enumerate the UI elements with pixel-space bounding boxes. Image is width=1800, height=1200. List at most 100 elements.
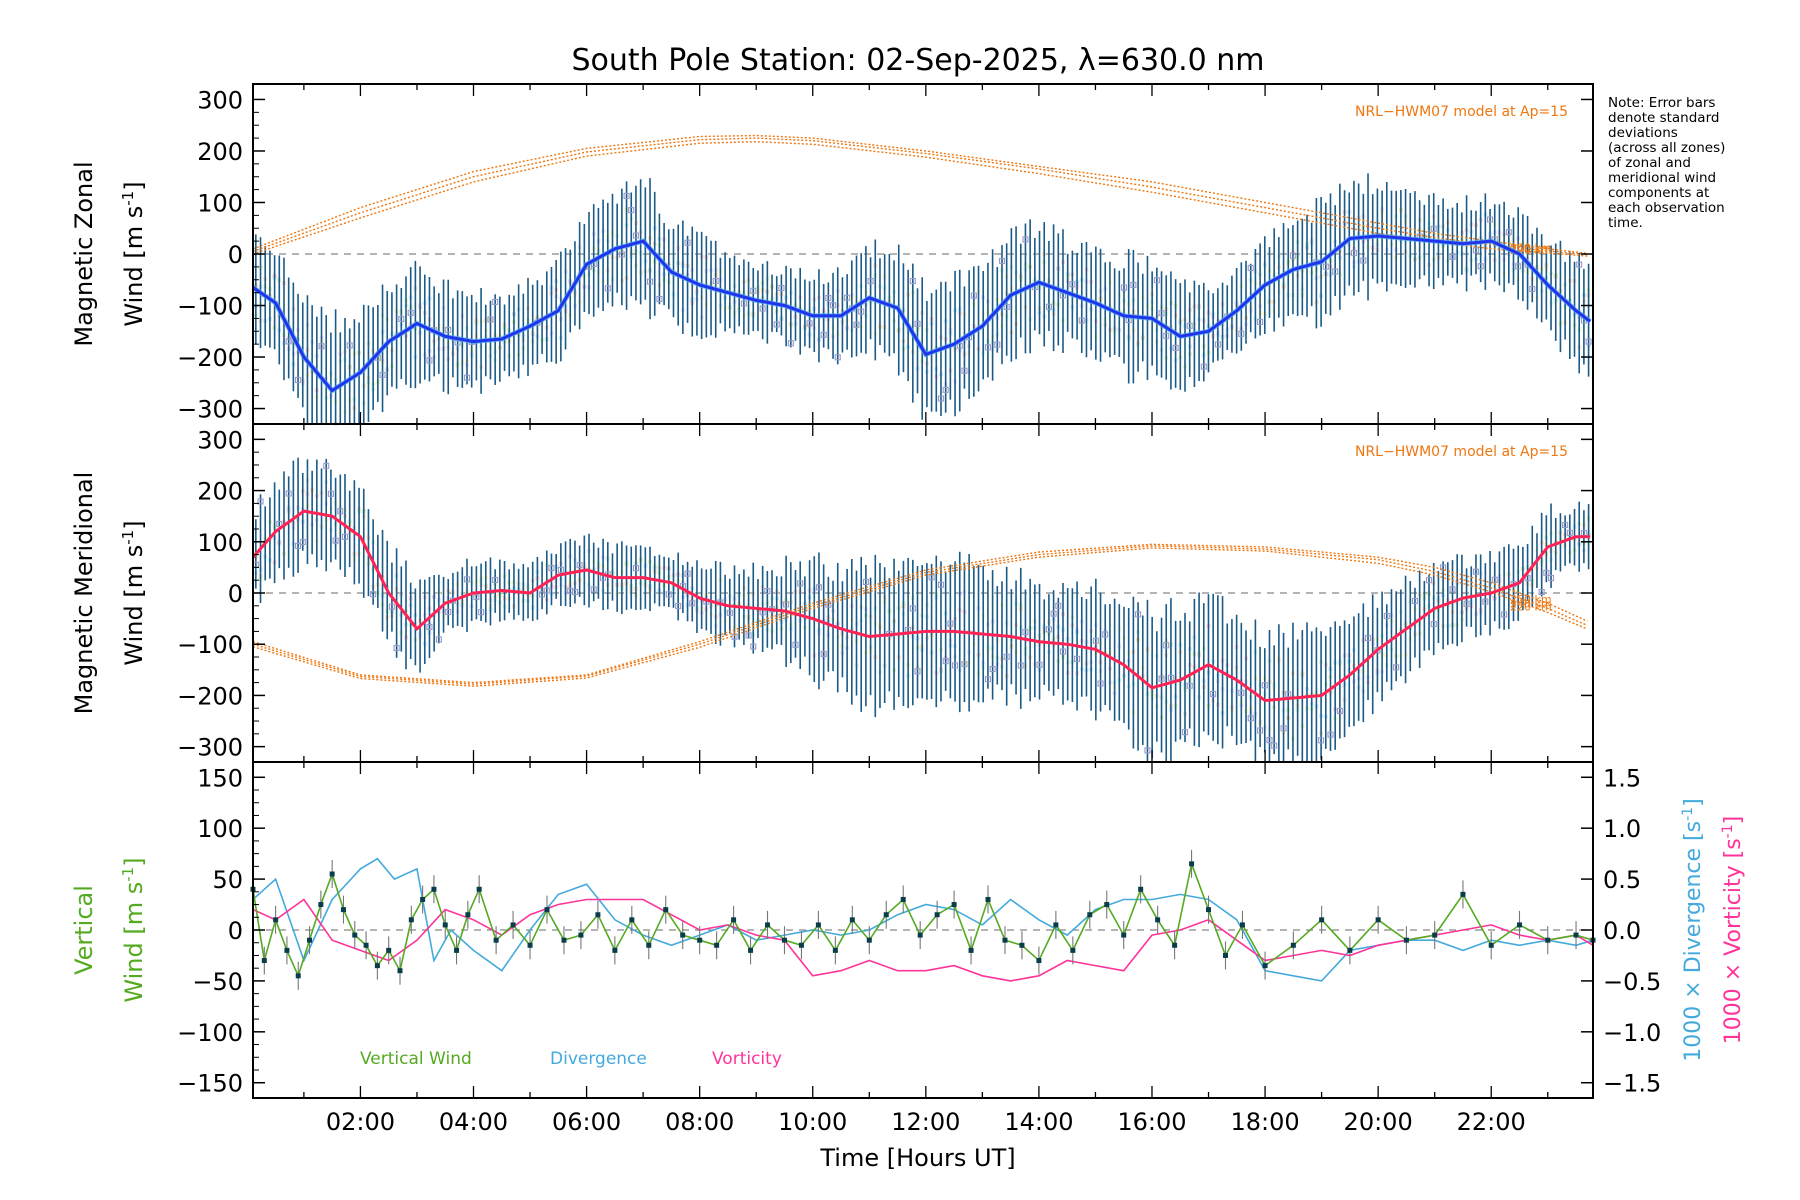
right-y-tick-label: 1.0 <box>1603 815 1641 843</box>
vertical-wind-point <box>1155 917 1161 923</box>
scatter-point <box>1045 303 1052 310</box>
scatter-point <box>370 591 377 598</box>
scatter-point <box>257 498 264 505</box>
scatter-point <box>1163 642 1170 649</box>
scatter-point <box>867 277 874 285</box>
scatter-point <box>1247 715 1254 722</box>
x-tick-label: 06:00 <box>552 1108 621 1136</box>
x-tick-label: 10:00 <box>778 1108 847 1136</box>
x-tick-label: 20:00 <box>1344 1108 1413 1136</box>
scatter-point <box>576 562 583 569</box>
vertical-wind-point <box>307 937 313 943</box>
scatter-point <box>463 576 471 583</box>
vertical-wind-point <box>261 958 267 964</box>
vertical-wind-point <box>420 896 426 902</box>
scatter-point <box>327 490 334 497</box>
vertical-wind-point <box>431 886 437 892</box>
scatter-point <box>1078 317 1085 324</box>
legend-item: Vertical Wind <box>360 1049 472 1069</box>
error-bars <box>252 457 1591 762</box>
scatter-point <box>1350 250 1357 257</box>
vertical-wind-point <box>1121 932 1127 938</box>
scatter-point <box>1280 725 1287 732</box>
note-box: Note: Error bars denote standard deviati… <box>1608 96 1798 231</box>
vertical-wind-point <box>1573 932 1579 938</box>
y-tick-label: 200 <box>197 478 243 506</box>
scatter-point <box>426 357 433 364</box>
scatter-point <box>1383 613 1390 620</box>
scatter-point <box>1327 731 1334 738</box>
scatter-point <box>914 320 921 327</box>
vertical-wind-point <box>397 968 403 974</box>
vertical-wind-point <box>663 907 669 913</box>
vertical-wind-point <box>527 942 533 948</box>
scatter-point <box>989 666 996 673</box>
chart-title: South Pole Station: 02-Sep-2025, λ=630.0… <box>571 43 1264 78</box>
scatter-point <box>492 298 499 305</box>
vertical-wind-point <box>765 922 771 928</box>
vertical-wind-point <box>900 896 906 902</box>
meridional-mean-line <box>251 509 1591 703</box>
note-line: denote standard <box>1608 110 1720 126</box>
right-y-tick-label: −0.5 <box>1603 968 1661 996</box>
scatter-point <box>726 609 733 616</box>
scatter-point <box>1144 747 1151 754</box>
y-tick-label: −100 <box>177 293 243 321</box>
scatter-point <box>1055 602 1062 609</box>
vertical-wind-point <box>1070 947 1076 953</box>
vertical-wind-point <box>465 912 471 918</box>
scatter-point <box>970 292 977 299</box>
model-label: NRL−HWM07 model at Ap=15 <box>1355 444 1568 460</box>
scatter-point <box>1393 664 1400 671</box>
x-tick-label: 22:00 <box>1457 1108 1526 1136</box>
scatter-point <box>834 354 841 361</box>
scatter-point <box>759 305 766 312</box>
vertical-wind-point <box>1262 963 1268 969</box>
vertical-wind-point <box>1239 922 1245 928</box>
scatter-point <box>909 278 916 285</box>
scatter-point <box>1261 682 1268 689</box>
scatter-point <box>1543 569 1550 576</box>
vertical-wind-point <box>883 912 889 918</box>
scatter-point <box>1576 261 1583 268</box>
x-tick-label: 18:00 <box>1230 1108 1299 1136</box>
vertical-wind-point <box>985 896 991 902</box>
scatter-point <box>543 587 550 594</box>
scatter-point <box>1285 691 1292 698</box>
vertical-wind-point <box>731 917 737 923</box>
scatter-point <box>961 661 968 668</box>
scatter-point <box>1097 680 1104 687</box>
vertical-wind-point <box>697 937 703 943</box>
y-tick-label: 0 <box>228 241 243 269</box>
scatter-point <box>778 284 785 292</box>
scatter-point <box>1238 689 1245 696</box>
x-tick-label: 02:00 <box>326 1108 395 1136</box>
scatter-point <box>1430 225 1437 232</box>
vorticity-line <box>252 898 1594 982</box>
scatter-point <box>750 643 757 650</box>
vertical-wind-point <box>629 917 635 923</box>
y-tick-label: 100 <box>197 189 243 217</box>
scatter-point <box>346 342 353 349</box>
model-curve-0 <box>252 543 1588 684</box>
scatter-point <box>1360 257 1367 264</box>
scatter-point <box>445 326 452 333</box>
right-y-tick-label: 1.5 <box>1603 764 1641 792</box>
scatter-point <box>426 623 433 631</box>
vertical-wind-point <box>578 932 584 938</box>
scatter-point <box>1477 263 1484 270</box>
vertical-wind-point <box>352 932 358 938</box>
scatter-point <box>1158 310 1165 317</box>
scatter-point <box>750 287 757 294</box>
scatter-point <box>604 285 611 292</box>
vertical-wind-point <box>363 942 369 948</box>
scatter-point <box>1538 588 1545 596</box>
scatter-point <box>1186 322 1193 329</box>
vertical-wind-point <box>714 942 720 948</box>
scatter-point <box>1529 285 1536 293</box>
vertical-wind-point <box>1545 937 1551 943</box>
scatter-point <box>1566 529 1573 536</box>
scatter-point <box>1449 586 1456 593</box>
vertical-wind-point <box>1087 912 1093 918</box>
